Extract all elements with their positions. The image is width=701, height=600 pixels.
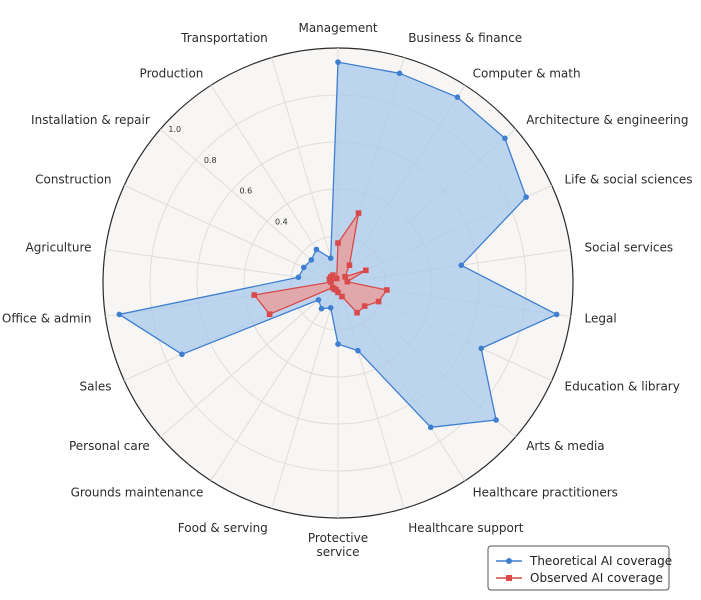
spoke bbox=[160, 128, 339, 284]
data-point-theoretical bbox=[502, 135, 508, 142]
category-label: Arts & media bbox=[526, 439, 604, 453]
data-point-theoretical bbox=[308, 257, 315, 263]
legend-label-observed: Observed AI coverage bbox=[530, 571, 663, 585]
data-point-observed bbox=[339, 293, 345, 300]
data-point-theoretical bbox=[478, 345, 485, 352]
category-label: Education & library bbox=[565, 379, 680, 393]
data-point-theoretical bbox=[427, 424, 434, 431]
data-point-theoretical bbox=[335, 59, 341, 65]
category-label: Healthcare support bbox=[408, 521, 524, 535]
data-point-theoretical bbox=[300, 264, 307, 271]
data-point-theoretical bbox=[355, 347, 361, 354]
category-label: Construction bbox=[35, 173, 111, 187]
category-label: Personal care bbox=[69, 439, 150, 453]
legend-box bbox=[487, 545, 670, 591]
category-label: Life & social sciences bbox=[565, 173, 693, 187]
data-point-theoretical bbox=[335, 341, 341, 347]
data-point-theoretical bbox=[523, 194, 529, 200]
data-point-theoretical bbox=[327, 255, 334, 261]
series-layer bbox=[116, 59, 560, 431]
data-point-theoretical bbox=[179, 351, 185, 358]
data-point-observed bbox=[355, 210, 362, 216]
category-label: Legal bbox=[585, 311, 617, 325]
data-point-observed bbox=[333, 275, 340, 282]
tick-label: 0.6 bbox=[239, 187, 252, 196]
category-label: Protective service bbox=[308, 531, 368, 559]
data-point-theoretical bbox=[318, 305, 325, 312]
data-point-observed bbox=[251, 292, 258, 298]
data-point-observed bbox=[384, 287, 390, 293]
data-point-observed bbox=[335, 240, 341, 246]
category-label: Transportation bbox=[180, 31, 268, 45]
data-point-theoretical bbox=[295, 274, 302, 281]
category-label: Healthcare practitioners bbox=[473, 486, 618, 500]
category-label: Architecture & engineering bbox=[526, 113, 688, 127]
data-point-theoretical bbox=[315, 297, 322, 303]
data-point-theoretical bbox=[454, 94, 461, 100]
category-label: Office & admin bbox=[2, 311, 92, 325]
category-label: Sales bbox=[80, 379, 112, 393]
category-label: Agriculture bbox=[26, 241, 92, 255]
data-point-theoretical bbox=[396, 70, 403, 77]
spoke bbox=[271, 57, 339, 284]
tick-label: 0.4 bbox=[275, 217, 288, 226]
data-point-observed bbox=[328, 279, 334, 285]
category-label: Computer & math bbox=[473, 67, 581, 81]
data-point-theoretical bbox=[327, 305, 334, 311]
data-point-observed bbox=[344, 278, 351, 285]
spoke bbox=[210, 282, 339, 481]
data-point-observed bbox=[266, 311, 273, 318]
data-point-observed bbox=[354, 309, 360, 316]
data-point-observed bbox=[329, 284, 336, 291]
data-point-observed bbox=[361, 303, 368, 309]
data-point-theoretical bbox=[116, 311, 123, 318]
category-label: Social services bbox=[585, 241, 674, 255]
spoke bbox=[271, 282, 339, 509]
legend-marker-theoretical bbox=[506, 558, 512, 564]
data-point-observed bbox=[342, 274, 348, 280]
tick-label: 1.0 bbox=[168, 125, 181, 134]
data-point-observed bbox=[330, 272, 336, 278]
category-label: Food & serving bbox=[178, 521, 268, 535]
radial-tick-labels: 0.4 0.6 0.8 1.0 bbox=[168, 125, 287, 226]
category-label: Business & finance bbox=[408, 31, 522, 45]
category-label: Production bbox=[140, 67, 204, 81]
data-point-theoretical bbox=[553, 311, 560, 318]
category-label: Grounds maintenance bbox=[71, 486, 204, 500]
tick-label: 0.8 bbox=[204, 156, 217, 165]
data-point-observed bbox=[375, 298, 382, 305]
category-label: Management bbox=[298, 21, 377, 35]
spoke bbox=[160, 282, 339, 438]
data-point-theoretical bbox=[458, 262, 465, 269]
data-point-theoretical bbox=[493, 417, 499, 423]
data-point-observed bbox=[346, 262, 353, 269]
data-point-theoretical bbox=[313, 246, 320, 253]
data-point-observed bbox=[362, 267, 369, 274]
legend: Theoretical AI coverage Observed AI cove… bbox=[487, 545, 672, 591]
legend-label-theoretical: Theoretical AI coverage bbox=[529, 554, 672, 568]
category-label: Installation & repair bbox=[31, 113, 150, 127]
category-labels: Management Business & finance Computer & m… bbox=[2, 21, 693, 559]
legend-marker-observed bbox=[506, 575, 512, 581]
